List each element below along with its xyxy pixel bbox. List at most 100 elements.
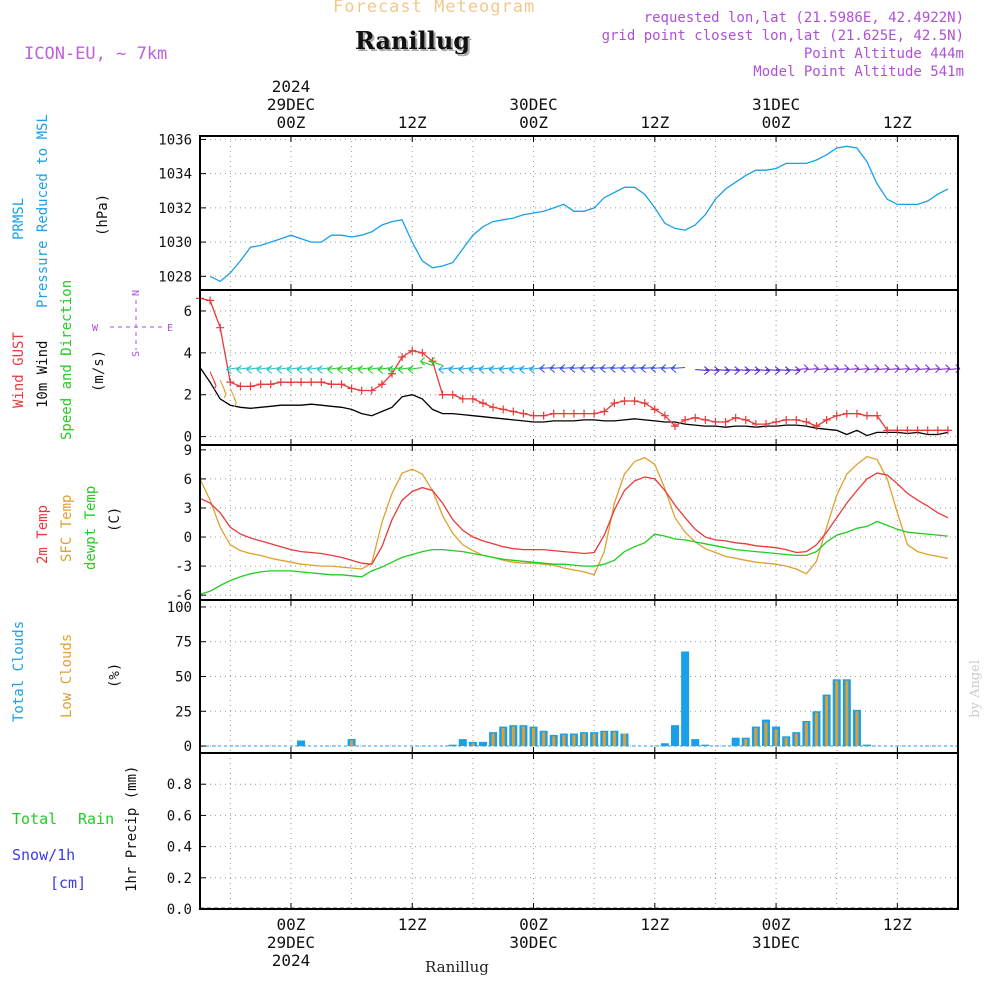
- total-cloud-bar: [863, 744, 872, 747]
- gust-marker: [327, 380, 336, 389]
- top-time-label: 00Z: [519, 113, 548, 132]
- gust-marker: [509, 407, 518, 416]
- gust-marker: [842, 409, 851, 418]
- gust-marker: [812, 422, 821, 431]
- gust-marker: [610, 399, 619, 408]
- gust-marker: [852, 409, 861, 418]
- gust-marker: [478, 399, 487, 408]
- bottom-time-label: 30DEC: [509, 933, 557, 952]
- temperature-ytick-label: -3: [175, 559, 192, 575]
- low-cloud-bar: [612, 732, 616, 747]
- gust-marker: [832, 411, 841, 420]
- gust-marker: [863, 411, 872, 420]
- temp-label-sfc: SFC Temp: [59, 495, 75, 562]
- total-cloud-bar: [297, 740, 306, 747]
- temp-2m-line: [199, 472, 949, 565]
- low-cloud-bar: [491, 733, 495, 747]
- gust-marker: [519, 409, 528, 418]
- gust-marker: [256, 380, 265, 389]
- precip-label-rain: Rain: [78, 810, 114, 828]
- low-cloud-bar: [744, 739, 748, 747]
- gust-marker: [347, 384, 356, 393]
- clouds-ytick-label: 0: [184, 739, 192, 755]
- gust-marker: [590, 409, 599, 418]
- gust-marker: [388, 369, 397, 378]
- compass-s: S: [131, 351, 142, 357]
- gust-marker: [549, 409, 558, 418]
- gust-marker: [681, 415, 690, 424]
- gust-marker: [802, 417, 811, 426]
- cloud-unit: (%): [107, 663, 123, 688]
- wind-direction-arrow: [670, 364, 686, 373]
- total-cloud-bar: [681, 651, 690, 747]
- temperature-ytick-label: 3: [184, 501, 192, 517]
- low-cloud-bar: [794, 733, 798, 747]
- compass-n: N: [131, 290, 142, 296]
- gust-marker: [317, 378, 326, 387]
- gust-marker: [529, 411, 538, 420]
- gust-marker: [226, 378, 235, 387]
- clouds-ytick-label: 100: [167, 600, 192, 616]
- gust-marker: [933, 426, 942, 435]
- gust-marker: [792, 415, 801, 424]
- point-altitude: Point Altitude 444m: [803, 46, 964, 62]
- gust-marker: [448, 390, 457, 399]
- gust-marker: [650, 405, 659, 414]
- low-cloud-bar: [845, 680, 849, 747]
- station-title: Ranillug: [355, 26, 471, 55]
- gust-marker: [499, 405, 508, 414]
- gust-marker: [782, 415, 791, 424]
- gust-marker: [923, 426, 932, 435]
- pressure-unit: (hPa): [95, 194, 111, 236]
- low-cloud-bar: [774, 729, 778, 747]
- precip-ytick-label: 0.4: [167, 840, 192, 856]
- gust-marker: [266, 380, 275, 389]
- gust-marker: [468, 394, 477, 403]
- wind-direction-arrow: [407, 365, 423, 374]
- temp-label-2m: 2m Temp: [35, 505, 51, 564]
- compass-w: W: [92, 323, 99, 334]
- low-cloud-bar: [602, 732, 606, 747]
- gust-marker: [489, 403, 498, 412]
- gust-marker: [580, 409, 589, 418]
- top-time-label: 30DEC: [509, 95, 557, 114]
- low-cloud-bar: [572, 734, 576, 747]
- total-cloud-bar: [448, 744, 457, 747]
- temperature-ytick-label: -6: [175, 588, 192, 604]
- gust-marker: [297, 378, 306, 387]
- precip-unit: 1hr Precip (mm): [124, 766, 140, 892]
- pressure-label-name: Pressure Reduced to MSL: [35, 114, 51, 308]
- low-cloud-bar: [350, 740, 354, 747]
- low-cloud-bar: [764, 722, 768, 747]
- gust-marker: [943, 426, 952, 435]
- data-layer: [196, 145, 961, 909]
- panel-labels: PRMSL Pressure Reduced to MSL (hPa) Wind…: [11, 114, 489, 976]
- bottom-time-label: 12Z: [640, 915, 669, 934]
- bottom-time-label: 12Z: [883, 915, 912, 934]
- gust-marker: [741, 415, 750, 424]
- precip-ytick-label: 0.0: [167, 902, 192, 918]
- wind-ytick-label: 4: [184, 346, 192, 362]
- gust-marker: [822, 415, 831, 424]
- grid-point-coordinates: grid point closest lon,lat (21.625E, 42.…: [601, 28, 964, 44]
- top-time-label: 29DEC: [267, 95, 315, 114]
- total-cloud-bar: [731, 737, 740, 747]
- gust-marker: [539, 411, 548, 420]
- gust-marker: [630, 397, 639, 406]
- wind-unit: (m/s): [91, 350, 107, 392]
- temp-label-dewpt: dewpt Temp: [83, 486, 99, 570]
- bottom-time-label: 29DEC: [267, 933, 315, 952]
- gust-marker: [772, 417, 781, 426]
- low-cloud-bar: [521, 726, 525, 747]
- gust-marker: [206, 296, 215, 305]
- wind-direction-arrow: [430, 357, 443, 366]
- top-time-label: 00Z: [277, 113, 306, 132]
- total-cloud-bar: [691, 739, 700, 747]
- low-cloud-bar: [622, 733, 626, 747]
- compass-e: E: [167, 323, 173, 334]
- precip-frame: [199, 752, 959, 910]
- low-cloud-bar: [582, 733, 586, 747]
- cloud-label-low: Low Clouds: [59, 634, 75, 718]
- wind-direction-arrow: [219, 379, 227, 399]
